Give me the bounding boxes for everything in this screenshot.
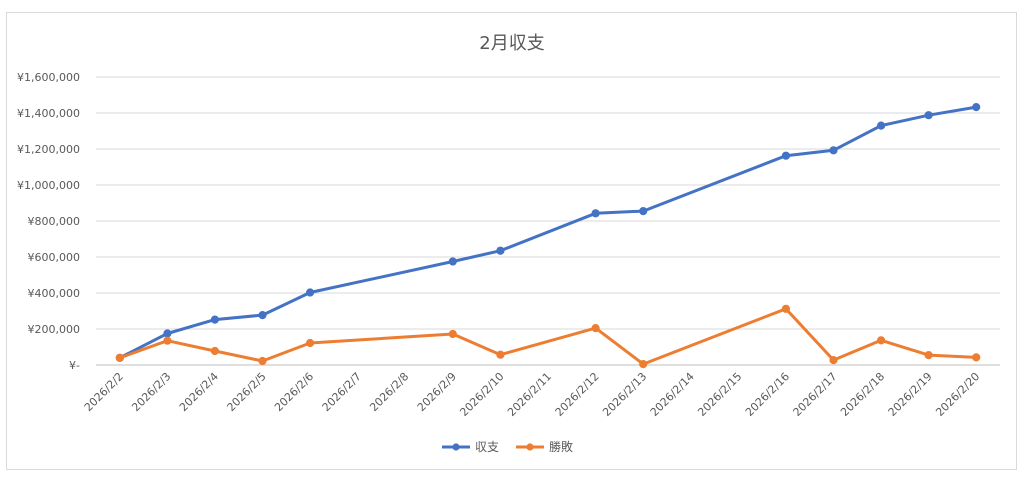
series-line-1 (118, 105, 978, 360)
x-tick-label: 2026/2/19 (886, 370, 935, 419)
x-tick-label: 2026/2/18 (838, 370, 887, 419)
data-point (496, 350, 505, 359)
x-tick-label: 2026/2/9 (415, 370, 459, 414)
y-axis: ¥- ¥200,000 ¥400,000 ¥600,000 ¥800,000 ¥1,000… (17, 71, 80, 372)
y-tick-label: ¥- (69, 359, 80, 372)
series-line-2 (118, 307, 978, 366)
data-point (306, 288, 315, 297)
data-point (639, 360, 648, 369)
legend-marker (452, 443, 460, 451)
data-point (210, 315, 219, 324)
x-tick-label: 2026/2/14 (648, 370, 697, 419)
data-point (448, 257, 457, 266)
legend-label: 収支 (475, 440, 499, 454)
data-point (258, 311, 267, 320)
data-point (591, 209, 600, 218)
data-point (972, 103, 981, 112)
data-point (496, 246, 505, 255)
chart-frame: 2月収支 ¥- ¥200,000 ¥400,000 ¥600,000 ¥800,000 ¥… (6, 12, 1017, 470)
y-tick-label: ¥1,000,000 (17, 179, 80, 192)
x-tick-label: 2026/2/13 (600, 370, 649, 419)
x-axis: 2026/2/2 2026/2/3 2026/2/4 2026/2/5 2026/2/6… (82, 370, 983, 419)
data-point (163, 329, 172, 338)
data-point (877, 121, 886, 130)
data-point (448, 329, 457, 339)
x-tick-label: 2026/2/7 (320, 370, 364, 414)
data-point (306, 338, 315, 348)
legend-label: 勝敗 (549, 439, 573, 454)
chart-title: 2月収支 (479, 33, 544, 54)
data-point (258, 356, 267, 366)
series-group (115, 103, 981, 369)
legend-item: 収支 (442, 440, 499, 454)
x-tick-label: 2026/2/4 (177, 370, 221, 414)
legend: 収支 勝敗 (442, 439, 573, 454)
data-point (924, 111, 933, 120)
y-tick-label: ¥800,000 (28, 215, 81, 228)
x-tick-label: 2026/2/6 (272, 370, 316, 414)
x-tick-label: 2026/2/12 (553, 370, 602, 419)
x-tick-label: 2026/2/10 (457, 370, 506, 419)
data-point (115, 353, 124, 362)
data-point (210, 346, 219, 356)
y-tick-label: ¥200,000 (28, 323, 81, 336)
legend-item: 勝敗 (516, 439, 573, 454)
data-point (829, 356, 838, 365)
y-tick-label: ¥400,000 (28, 287, 81, 300)
legend-marker (526, 443, 534, 451)
line-chart: 2月収支 ¥-¥200,000¥400,000¥600,000¥800,000¥… (17, 33, 1000, 454)
data-point (972, 353, 981, 362)
x-tick-label: 2026/2/17 (791, 370, 840, 419)
data-point (163, 336, 172, 345)
x-tick-label: 2026/2/16 (743, 370, 792, 419)
x-tick-label: 2026/2/15 (695, 370, 744, 419)
x-tick-label: 2026/2/3 (129, 370, 173, 414)
y-tick-label: ¥1,400,000 (17, 107, 80, 120)
x-tick-label: 2026/2/2 (82, 370, 126, 414)
y-tick-label: ¥1,200,000 (17, 143, 80, 156)
x-tick-label: 2026/2/20 (933, 370, 982, 419)
data-point (639, 207, 648, 216)
gridlines (96, 76, 1000, 366)
data-point (781, 151, 791, 160)
data-point (591, 324, 600, 333)
data-point (781, 304, 791, 313)
x-tick-label: 2026/2/11 (505, 370, 554, 419)
data-point (877, 336, 886, 345)
y-tick-label: ¥1,600,000 (17, 71, 80, 84)
y-tick-label: ¥600,000 (28, 251, 81, 264)
x-tick-label: 2026/2/8 (367, 370, 411, 414)
x-tick-label: 2026/2/5 (225, 370, 269, 414)
data-point (829, 146, 838, 155)
data-point (924, 351, 933, 360)
